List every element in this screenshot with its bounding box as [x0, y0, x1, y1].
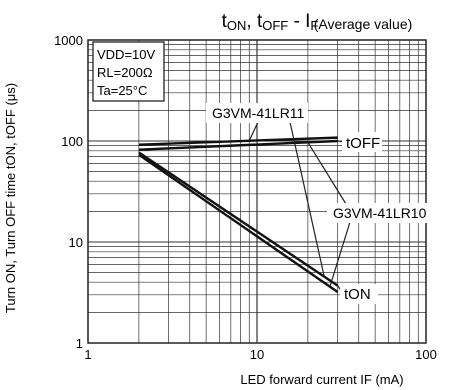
- ton-line-g3vm-41lr11: [138, 151, 339, 287]
- toff-label: tOFF: [346, 135, 380, 152]
- device-a-label-bg: [206, 103, 308, 123]
- ton-label: tON: [344, 286, 371, 303]
- toff-line-g3vm-41lr10: [138, 139, 338, 151]
- y-tick-label: 100: [61, 134, 83, 149]
- y-tick-label: 1000: [54, 33, 83, 48]
- chart-title: tON, tOFF - IF: [222, 11, 319, 33]
- condition-ta: Ta=25°C: [97, 83, 147, 98]
- series-group: [138, 136, 339, 293]
- y-tick-label: 10: [69, 235, 83, 250]
- ton-label-bg: [340, 284, 378, 304]
- x-tick-label: 1: [84, 347, 91, 362]
- y-tick-label: 1: [76, 336, 83, 351]
- x-tick-label: 100: [415, 347, 437, 362]
- x-axis-label: LED forward current IF (mA): [240, 372, 403, 387]
- leader-a-toff: [248, 121, 259, 142]
- device-a-label: G3VM-41LR11: [212, 105, 305, 121]
- toff-line-g3vm-41lr11: [138, 136, 338, 146]
- x-tick-label: 10: [250, 347, 264, 362]
- leader-b-toff: [307, 141, 347, 205]
- leader-lines: [248, 121, 351, 293]
- leader-b-ton: [329, 221, 351, 287]
- ton-line-g3vm-41lr10: [138, 153, 339, 293]
- device-b-label-bg: [327, 203, 431, 223]
- plot-frame: [87, 39, 427, 344]
- conditions-box: [92, 41, 165, 102]
- toff-label-bg: [342, 132, 382, 152]
- device-b-label: G3VM-41LR10: [333, 205, 427, 221]
- condition-rl: RL=200Ω: [97, 65, 153, 80]
- tick-labels: 1 10 100 1 10 100 1000: [54, 33, 437, 362]
- leader-a-ton: [289, 121, 325, 277]
- y-axis-label: Turn ON, Turn OFF time tON, tOFF (μs): [3, 83, 18, 313]
- condition-vdd: VDD=10V: [97, 47, 155, 62]
- chart-subtitle: (Average value): [314, 16, 413, 32]
